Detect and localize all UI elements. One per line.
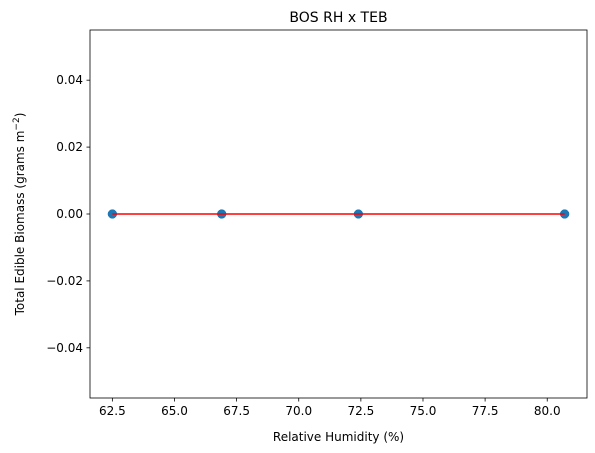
y-axis-ticks: −0.04 −0.02 0.00 0.02 0.04: [46, 73, 90, 355]
x-tick-label: 75.0: [410, 404, 437, 418]
x-tick-label: 67.5: [223, 404, 250, 418]
x-tick-label: 65.0: [161, 404, 188, 418]
x-axis-label: Relative Humidity (%): [273, 430, 404, 444]
y-axis-label-main: Total Edible Biomass (grams m: [13, 131, 27, 317]
y-tick-label: −0.04: [46, 341, 83, 355]
y-axis-label: Total Edible Biomass (grams m−2): [12, 113, 27, 317]
x-tick-label: 62.5: [99, 404, 126, 418]
y-tick-label: 0.00: [56, 207, 83, 221]
chart-title: BOS RH x TEB: [289, 10, 387, 26]
y-tick-label: −0.02: [46, 274, 83, 288]
y-axis-label-suffix: ): [13, 113, 27, 118]
x-tick-label: 72.5: [348, 404, 375, 418]
x-axis-ticks: 62.5 65.0 67.5 70.0 72.5 75.0 77.5 80.0: [99, 398, 561, 418]
y-tick-label: 0.02: [56, 140, 83, 154]
x-tick-label: 80.0: [534, 404, 561, 418]
y-axis-label-superscript: −2: [12, 117, 22, 130]
y-tick-label: 0.04: [56, 73, 83, 87]
x-tick-label: 70.0: [285, 404, 312, 418]
plot-area: [107, 209, 570, 219]
x-tick-label: 77.5: [472, 404, 499, 418]
